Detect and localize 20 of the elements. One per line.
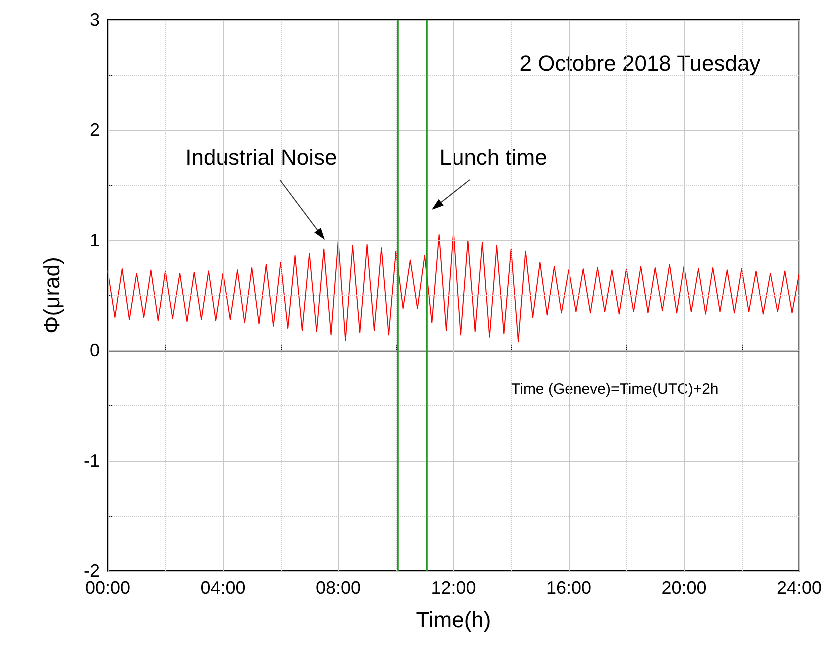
x-tick-label: 24:00 bbox=[776, 578, 822, 598]
annotation: Industrial Noise bbox=[186, 144, 338, 170]
x-tick-label: 20:00 bbox=[662, 578, 707, 598]
y-tick-label: 3 bbox=[90, 10, 100, 30]
x-axis-title: Time(h) bbox=[416, 608, 492, 632]
line-series bbox=[108, 231, 800, 342]
y-tick-label: 1 bbox=[90, 230, 100, 250]
y-tick-label: 2 bbox=[90, 120, 100, 140]
x-tick-label: 12:00 bbox=[431, 578, 476, 598]
x-tick-label: 00:00 bbox=[85, 578, 131, 598]
y-tick-label: -1 bbox=[84, 450, 100, 471]
x-tick-label: 08:00 bbox=[316, 578, 362, 598]
x-tick-label: 04:00 bbox=[200, 578, 246, 598]
annotation: Lunch time bbox=[440, 144, 548, 170]
annotation: Time (Geneve)=Time(UTC)+2h bbox=[512, 381, 719, 398]
y-tick-label: -2 bbox=[84, 561, 100, 581]
y-axis-title: Φ(μrad) bbox=[40, 257, 64, 334]
x-tick-label: 16:00 bbox=[546, 578, 592, 598]
annotation: 2 Octobre 2018 Tuesday bbox=[520, 51, 761, 76]
y-tick-label: 0 bbox=[90, 340, 100, 361]
